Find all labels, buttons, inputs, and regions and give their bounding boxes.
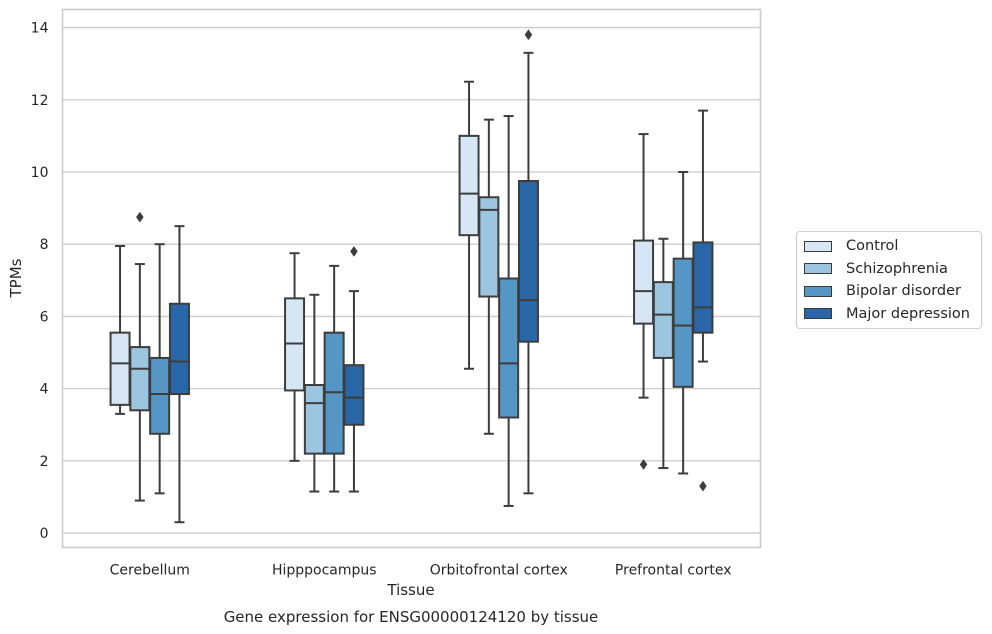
outlier-marker <box>699 480 707 492</box>
box-control <box>633 133 655 470</box>
y-tick-label: 10 <box>31 165 49 181</box>
x-tick-label: Cerebellum <box>110 563 190 579</box>
box-bipolar-disorder <box>323 264 345 493</box>
iqr-box <box>149 356 171 435</box>
legend: Control Schizophrenia Bipolar disorder M… <box>796 231 982 329</box>
legend-item-control: Control <box>797 235 981 258</box>
legend-swatch-bipolar-disorder <box>804 285 832 297</box>
iqr-box <box>498 277 520 419</box>
box-groups <box>109 29 714 524</box>
iqr-box <box>109 331 131 406</box>
plot-area <box>61 8 762 549</box>
box-schizophrenia <box>478 118 500 435</box>
legend-label-bipolar-disorder: Bipolar disorder <box>846 283 961 300</box>
y-tick-label: 14 <box>31 21 49 37</box>
y-tick-label: 8 <box>40 237 49 253</box>
box-schizophrenia <box>303 293 325 493</box>
outlier-marker <box>639 459 648 470</box>
box-bipolar-disorder <box>498 115 520 507</box>
legend-swatch-major-depression <box>804 308 832 320</box>
iqr-box <box>672 257 694 388</box>
box-control <box>458 80 480 370</box>
x-tick-label: Orbitofrontal cortex <box>430 563 568 579</box>
legend-label-control: Control <box>846 238 899 255</box>
y-tick-labels: 0 2 4 6 8 10 12 14 <box>31 21 49 543</box>
x-tick-label: Hipppocampus <box>272 563 377 579</box>
iqr-box <box>478 196 500 298</box>
outlier-marker <box>350 245 358 257</box>
chart-title: Gene expression for ENSG00000124120 by t… <box>224 608 599 626</box>
iqr-box <box>168 302 190 396</box>
legend-swatch-schizophrenia <box>804 263 832 275</box>
outlier-marker <box>524 29 533 41</box>
y-tick-label: 2 <box>40 454 49 470</box>
iqr-box <box>517 180 539 343</box>
legend-label-schizophrenia: Schizophrenia <box>846 260 948 277</box>
legend-swatch-control <box>804 240 832 252</box>
box-major-depression <box>692 109 714 492</box>
y-tick-label: 0 <box>40 526 49 542</box>
legend-label-major-depression: Major depression <box>846 305 970 322</box>
x-tick-label: Prefrontal cortex <box>615 563 732 579</box>
box-major-depression <box>343 245 365 493</box>
box-control <box>109 245 131 415</box>
iqr-box <box>652 281 674 359</box>
box-control <box>284 252 306 462</box>
legend-item-bipolar-disorder: Bipolar disorder <box>797 280 981 303</box>
legend-item-schizophrenia: Schizophrenia <box>797 258 981 281</box>
box-major-depression <box>517 29 539 495</box>
iqr-box <box>633 239 655 325</box>
y-axis-label: TPMs <box>7 258 25 298</box>
box-bipolar-disorder <box>672 170 694 475</box>
legend-item-major-depression: Major depression <box>797 303 981 326</box>
box-bipolar-disorder <box>149 243 171 495</box>
iqr-box <box>458 134 480 237</box>
iqr-box <box>692 241 714 334</box>
box-major-depression <box>168 225 190 524</box>
y-tick-label: 4 <box>40 382 49 398</box>
x-tick-labels: Cerebellum Hipppocampus Orbitofrontal cort… <box>110 563 732 579</box>
iqr-box <box>303 384 325 455</box>
box-schizophrenia <box>129 211 151 502</box>
x-axis-label: Tissue <box>386 581 434 599</box>
outlier-marker <box>136 211 144 223</box>
iqr-box <box>129 346 151 412</box>
y-tick-label: 12 <box>31 93 49 109</box>
y-tick-label: 6 <box>40 309 49 325</box>
iqr-box <box>343 364 365 426</box>
